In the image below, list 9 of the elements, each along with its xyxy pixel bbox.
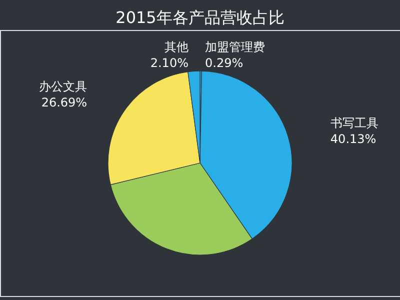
data-label: 40.13% — [330, 132, 376, 146]
data-label: 0.29% — [205, 56, 244, 70]
data-label: 2.10% — [150, 56, 188, 70]
slice-label: 书写工具 — [330, 116, 378, 130]
data-label: 26.69% — [41, 95, 88, 110]
slice-label: 其他 — [164, 40, 188, 54]
slice-label: 办公文具 — [39, 79, 88, 94]
slice-label: 加盟管理费 — [205, 40, 266, 54]
chart-title: 2015年各产品营收占比 — [116, 8, 284, 27]
